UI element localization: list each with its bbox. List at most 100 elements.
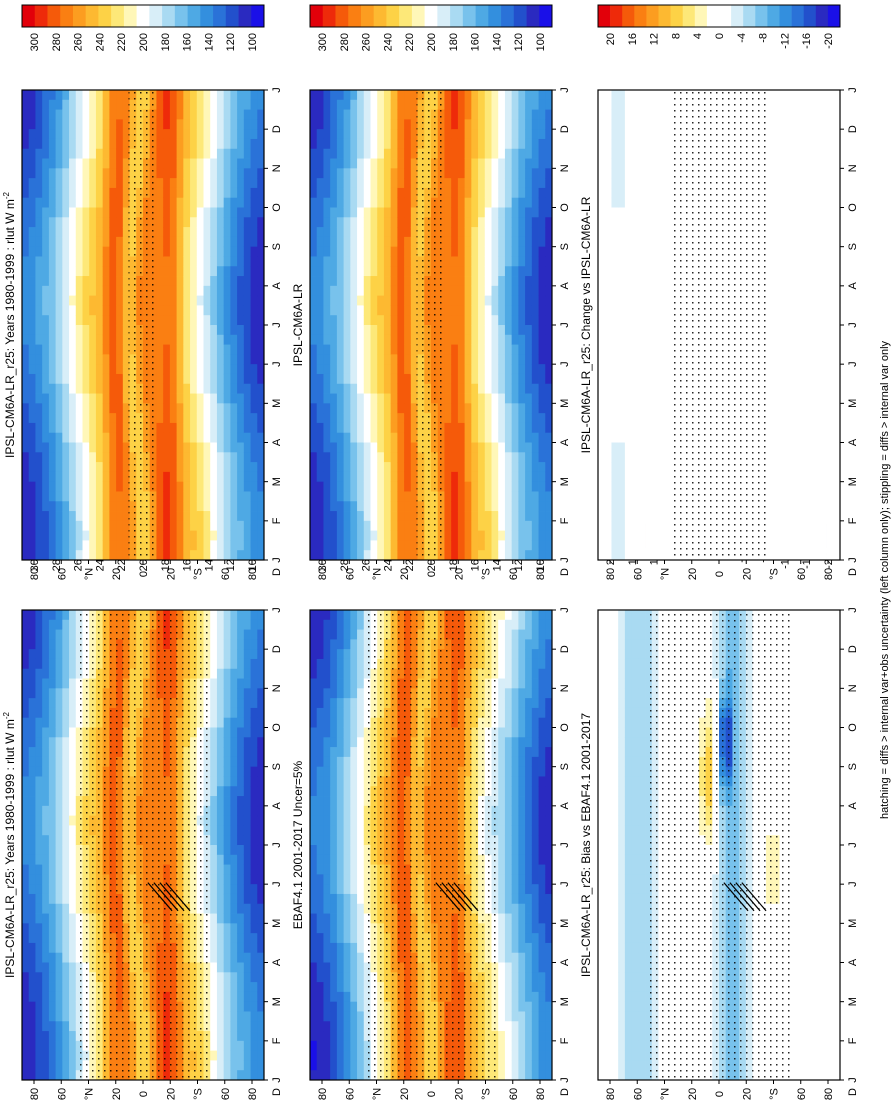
heatmap-cell	[69, 1070, 77, 1081]
heatmap-cell	[190, 236, 198, 248]
heatmap-cell	[183, 178, 191, 189]
heatmap-cell	[323, 649, 331, 660]
heatmap-cell	[243, 246, 251, 257]
heatmap-cell	[316, 756, 324, 768]
heatmap-cell	[69, 1011, 77, 1022]
heatmap-cell	[250, 462, 258, 473]
heatmap-cell	[75, 422, 83, 434]
heatmap-cell	[62, 854, 70, 865]
heatmap-cell	[22, 756, 30, 768]
heatmap-cell	[237, 649, 245, 660]
heatmap-cell	[82, 295, 90, 306]
heatmap-cell	[42, 825, 50, 836]
heatmap-cell	[350, 913, 358, 924]
heatmap-cell	[69, 511, 77, 522]
heatmap-cell	[250, 835, 258, 846]
heatmap-cell	[190, 256, 198, 267]
heatmap-cell	[169, 138, 178, 150]
heatmap-cell	[22, 962, 30, 973]
heatmap-cell	[102, 334, 110, 345]
heatmap-cell	[257, 178, 265, 189]
heatmap-cell	[62, 737, 70, 748]
heatmap-cell	[183, 285, 191, 297]
heatmap-cell	[237, 884, 245, 895]
heatmap-cell	[75, 344, 83, 355]
heatmap-cell	[89, 520, 97, 532]
heatmap-cell	[210, 236, 218, 248]
heatmap-cell	[89, 540, 97, 551]
heatmap-cell	[22, 432, 30, 443]
heatmap-cell	[62, 629, 70, 640]
heatmap-cell	[230, 246, 238, 257]
heatmap-cell	[223, 776, 231, 787]
heatmap-cell	[69, 854, 77, 865]
heatmap-cell	[216, 276, 225, 287]
heatmap-cell	[62, 786, 70, 797]
heatmap-cell	[310, 629, 318, 640]
heatmap-cell	[35, 276, 43, 287]
heatmap-cell	[169, 540, 178, 551]
heatmap-cell	[323, 972, 331, 983]
heatmap-cell	[69, 923, 77, 934]
heatmap-cell	[42, 610, 50, 621]
heatmap-cell	[223, 168, 231, 179]
title-superscript: -2	[2, 712, 11, 720]
heatmap-cell	[169, 530, 178, 541]
heatmap-cell	[336, 991, 345, 1003]
month-tick-label: D	[271, 645, 283, 653]
heatmap-cell	[223, 178, 231, 189]
heatmap-cell	[48, 168, 57, 179]
heatmap-cell	[122, 246, 130, 257]
heatmap-cell	[230, 766, 238, 777]
heatmap-cell	[122, 413, 130, 424]
heatmap-cell	[257, 422, 265, 434]
heatmap-cell	[250, 285, 258, 297]
heatmap-cell	[250, 99, 258, 110]
heatmap-cell	[230, 649, 238, 660]
heatmap-cell	[237, 197, 245, 208]
heatmap-cell	[250, 207, 258, 218]
heatmap-cell	[250, 246, 258, 257]
heatmap-cell	[35, 933, 43, 944]
heatmap-cell	[109, 178, 117, 189]
heatmap-cell	[69, 707, 77, 719]
heatmap-cell	[55, 639, 63, 650]
heatmap-cell	[28, 491, 36, 502]
heatmap-cell	[237, 610, 245, 621]
heatmap-cell	[210, 825, 218, 836]
heatmap-cell	[102, 90, 110, 101]
heatmap-cell	[237, 354, 245, 365]
heatmap-cell	[196, 550, 204, 561]
heatmap-cell	[203, 227, 211, 238]
heatmap-cell	[42, 158, 50, 169]
heatmap-cell	[190, 325, 198, 336]
heatmap-cell	[35, 903, 43, 914]
heatmap-cell	[230, 942, 238, 954]
heatmap-cell	[330, 893, 338, 905]
heatmap-cell	[22, 1050, 30, 1061]
month-end-label: D	[271, 568, 283, 576]
heatmap-cell	[75, 325, 83, 336]
heatmap-cell	[243, 982, 251, 993]
heatmap-cell	[69, 610, 77, 621]
heatmap-cell	[196, 99, 204, 110]
month-tick-label: O	[271, 723, 283, 732]
lat-tick-label: °N	[84, 1088, 96, 1100]
heatmap-cell	[257, 668, 265, 679]
heatmap-cell	[216, 884, 225, 895]
heatmap-cell	[176, 207, 184, 218]
heatmap-cell	[350, 658, 358, 670]
heatmap-cell	[116, 158, 124, 169]
heatmap-cell	[210, 256, 218, 267]
heatmap-cell	[243, 158, 251, 169]
heatmap-cell	[210, 432, 218, 443]
heatmap-cell	[28, 129, 36, 140]
heatmap-cell	[237, 1001, 245, 1012]
heatmap-cell	[230, 747, 238, 758]
heatmap-cell	[330, 991, 338, 1003]
heatmap-cell	[257, 1040, 265, 1052]
heatmap-cell	[48, 766, 57, 777]
heatmap-cell	[343, 991, 351, 1003]
heatmap-cell	[330, 698, 338, 709]
heatmap-cell	[223, 835, 231, 846]
